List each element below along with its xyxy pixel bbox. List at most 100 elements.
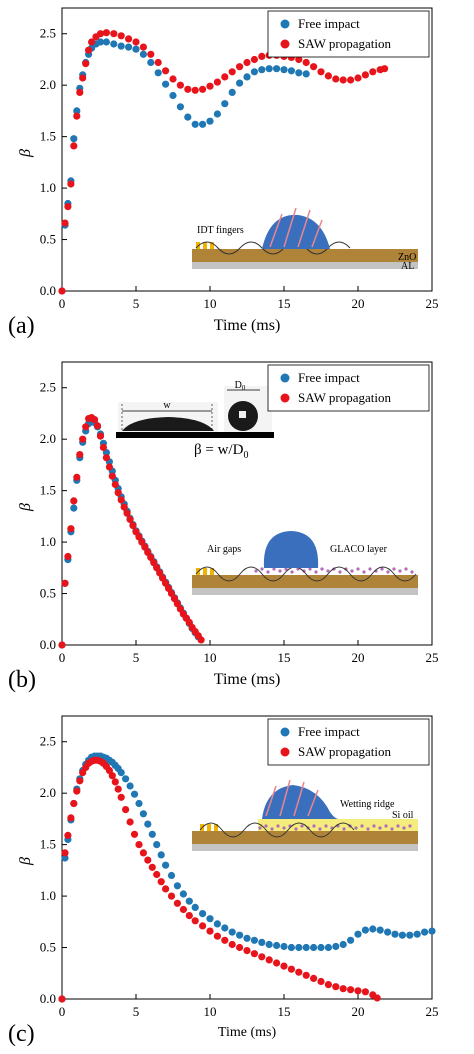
data-point-saw — [70, 497, 78, 505]
panel-b-plot-frame — [61, 361, 433, 646]
al-layer — [192, 262, 418, 269]
data-point-free — [361, 926, 369, 934]
data-point-free — [162, 861, 170, 869]
saw-wave-icon — [195, 566, 417, 582]
panel-c-y-tick-label: 2.5 — [40, 734, 56, 749]
data-point-saw — [123, 509, 131, 517]
data-point-saw — [135, 841, 143, 849]
data-point-saw — [185, 912, 193, 920]
data-point-free — [324, 943, 332, 952]
data-point-saw — [228, 68, 236, 76]
data-point-free — [117, 769, 125, 777]
panel-c-y-tick-label: 2.0 — [40, 785, 56, 800]
panel-a-legend: Free impact SAW propagation — [267, 10, 430, 58]
data-point-free — [369, 925, 377, 933]
panel-b-y-tick-labels: 0.0 0.5 1.0 1.5 2.0 2.5 — [40, 380, 56, 653]
data-point-free — [135, 799, 143, 808]
glaco-layer — [258, 824, 412, 831]
panel-a-y-tick-label: 2.0 — [40, 77, 56, 92]
panel-c-x-tick-label: 25 — [426, 1004, 439, 1019]
panel-a-y-tick-labels: 0.0 0.5 1.0 1.5 2.0 2.5 — [40, 26, 56, 299]
wetting-ridge-label: Wetting ridge — [340, 799, 395, 810]
panel-a-x-tick-label: 20 — [352, 296, 365, 311]
data-point-free — [139, 810, 147, 818]
data-point-saw — [153, 564, 161, 572]
panel-b-x-tick-label: 25 — [426, 650, 439, 665]
data-point-free — [125, 43, 133, 51]
data-point-free — [376, 926, 384, 934]
data-point-free — [70, 504, 78, 512]
data-point-saw — [73, 787, 81, 795]
data-point-free — [173, 882, 181, 890]
panel-c-x-tick-label: 5 — [133, 1004, 140, 1019]
data-point-free — [144, 820, 152, 828]
data-point-saw — [61, 849, 69, 857]
data-point-free — [167, 871, 176, 880]
panel-a-legend-label-free: Free impact — [298, 16, 360, 31]
panel-b-inset-schematic: Air gaps GLACO layer — [192, 531, 418, 595]
panel-c-y-tick-labels: 0.0 0.5 1.0 1.5 2.0 2.5 — [40, 734, 56, 1007]
data-point-saw — [361, 71, 369, 79]
data-point-saw — [110, 30, 118, 38]
data-point-saw — [302, 58, 310, 67]
panel-b-x-tick-label: 15 — [278, 650, 291, 665]
data-point-saw — [162, 885, 170, 893]
panel-a-legend-label-saw: SAW propagation — [298, 36, 391, 51]
data-point-saw — [176, 81, 184, 89]
data-point-free — [206, 117, 214, 125]
panel-b: 0.0 0.5 1.0 1.5 2.0 2.5 0 5 10 15 20 25 … — [8, 361, 439, 693]
data-point-saw — [148, 863, 156, 871]
data-point-saw — [295, 968, 303, 976]
zno-layer — [192, 575, 418, 588]
data-point-saw — [139, 849, 147, 857]
panel-b-y-tick-label: 1.5 — [40, 483, 56, 498]
data-point-saw — [144, 856, 152, 864]
data-point-free — [199, 120, 207, 128]
data-point-free — [96, 38, 105, 46]
data-point-saw — [197, 636, 205, 644]
panel-a-y-tick-label: 0.5 — [40, 232, 56, 247]
data-point-saw — [67, 180, 75, 188]
data-point-free — [265, 940, 273, 949]
panel-c-legend-marker-saw — [280, 747, 290, 757]
zno-layer — [192, 831, 418, 844]
data-point-saw — [273, 959, 281, 967]
data-point-saw — [199, 922, 207, 930]
data-point-free — [191, 903, 199, 912]
data-point-free — [73, 107, 81, 115]
data-point-saw — [162, 67, 170, 75]
data-point-saw — [317, 977, 325, 986]
data-point-free — [179, 890, 187, 898]
data-point-saw — [332, 75, 340, 83]
panel-c-y-axis-label: β — [17, 857, 34, 866]
data-point-saw — [295, 55, 303, 64]
data-point-free — [228, 88, 236, 96]
panel-c-x-tick-label: 0 — [59, 1004, 66, 1019]
data-point-free — [413, 930, 421, 938]
data-point-saw — [250, 950, 258, 958]
panel-a-x-axis-label: Time (ms) — [214, 317, 281, 334]
data-point-saw — [243, 58, 251, 67]
zno-label: ZnO — [398, 252, 416, 263]
panel-b-y-tick-label: 2.0 — [40, 431, 56, 446]
data-point-free — [191, 120, 199, 128]
data-point-free — [332, 942, 340, 951]
data-point-saw — [236, 943, 244, 952]
panel-c-y-tick-label: 1.5 — [40, 837, 56, 852]
data-point-saw — [82, 423, 90, 431]
data-point-free — [185, 897, 193, 905]
data-point-free — [184, 113, 192, 121]
data-point-free — [199, 910, 207, 918]
data-point-free — [148, 830, 156, 838]
panel-c-x-tick-label: 20 — [352, 1004, 365, 1019]
data-point-free — [250, 936, 258, 944]
panel-b-y-axis-label: β — [17, 503, 34, 512]
data-point-saw — [102, 29, 110, 37]
data-point-free — [61, 854, 69, 862]
panel-b-y-tick-label: 2.5 — [40, 380, 56, 395]
data-point-free — [258, 938, 266, 947]
data-point-saw — [159, 574, 167, 582]
idt-fingers-label: IDT fingers — [197, 225, 244, 236]
d0-label: D0 — [235, 380, 246, 392]
data-point-saw — [67, 814, 75, 822]
